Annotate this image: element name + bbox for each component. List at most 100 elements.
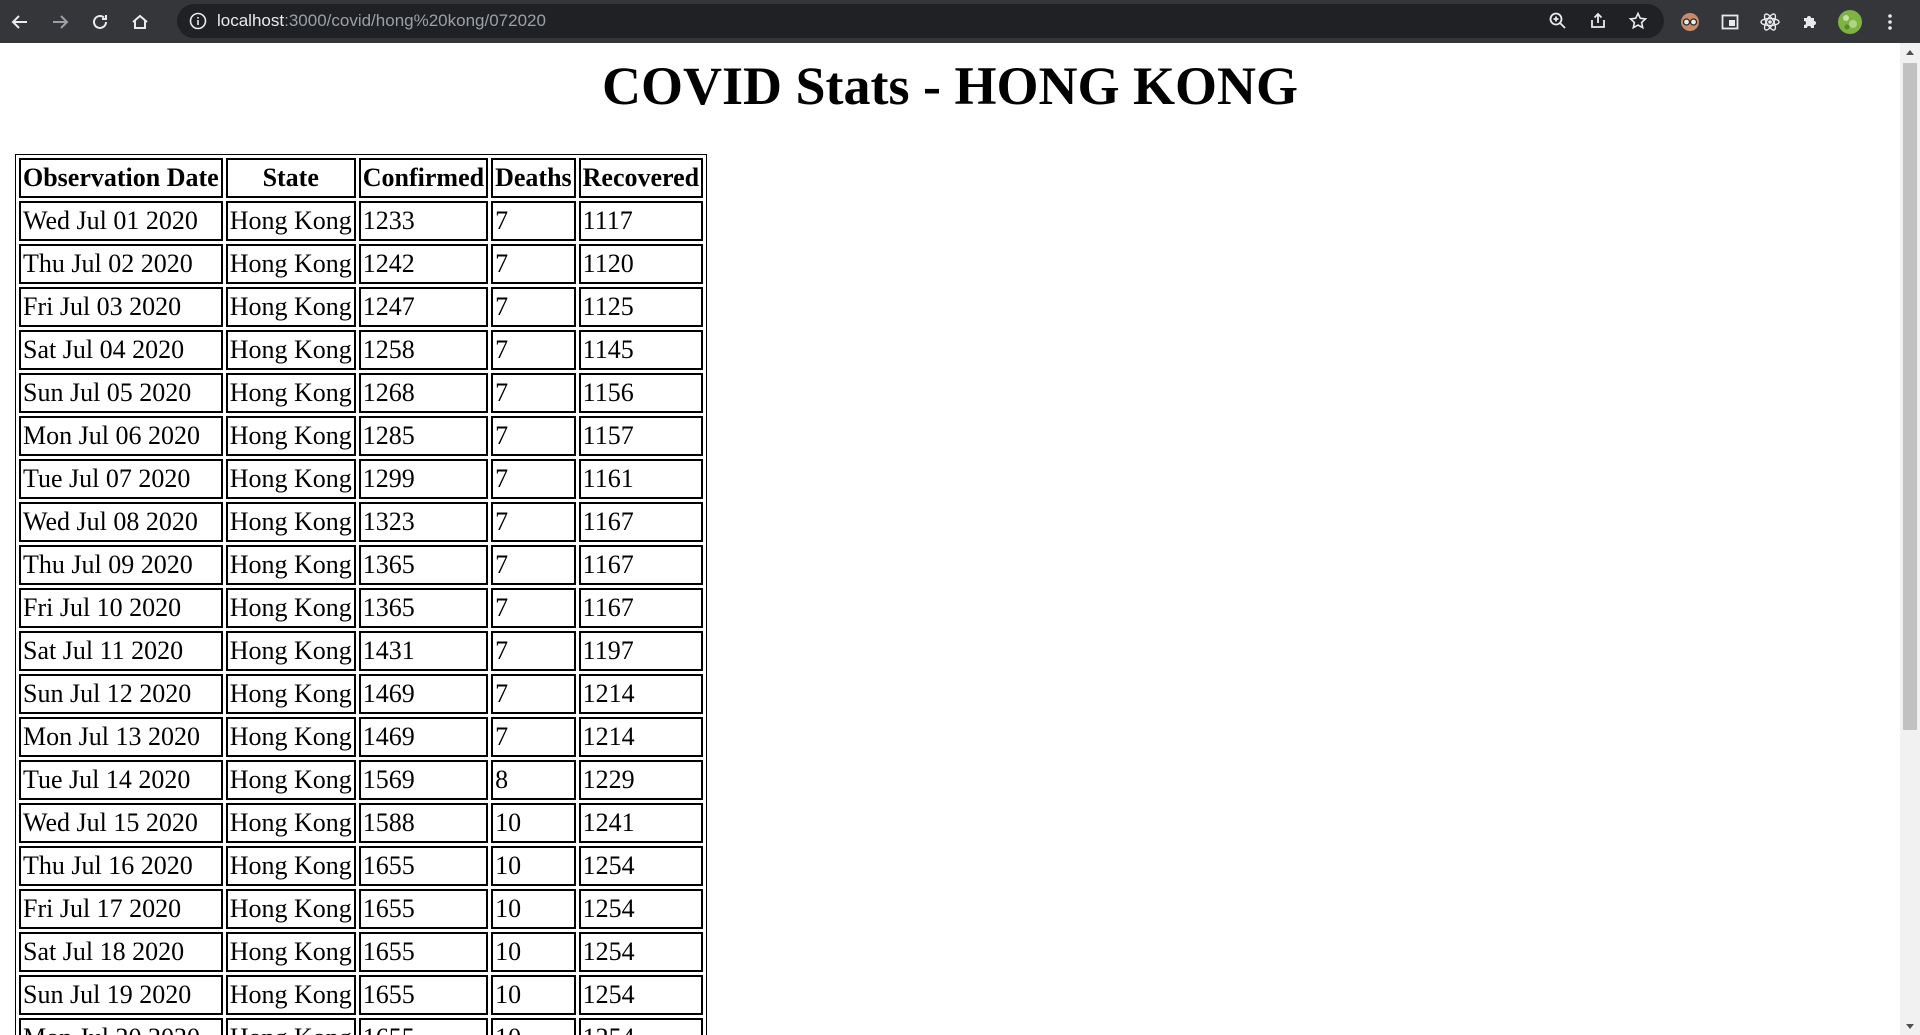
reload-icon bbox=[93, 14, 107, 29]
reload-button[interactable] bbox=[80, 2, 120, 42]
cell-confirmed: 1365 bbox=[358, 545, 489, 585]
table-row: Thu Jul 02 2020 Hong Kong 1242 7 1120 bbox=[19, 244, 704, 284]
cell-recovered: 1167 bbox=[578, 502, 704, 542]
cell-recovered: 1229 bbox=[578, 760, 704, 800]
address-bar-actions bbox=[1538, 4, 1658, 38]
avatar-icon bbox=[1838, 9, 1862, 34]
cell-deaths: 7 bbox=[491, 244, 576, 284]
table-row: Wed Jul 08 2020 Hong Kong 1323 7 1167 bbox=[19, 502, 704, 542]
covid-stats-table: Observation Date State Confirmed Deaths … bbox=[15, 154, 708, 1035]
arrow-left-icon bbox=[11, 14, 27, 29]
table-row: Fri Jul 03 2020 Hong Kong 1247 7 1125 bbox=[19, 287, 704, 327]
cell-observation-date: Wed Jul 01 2020 bbox=[19, 201, 223, 241]
header-observation-date: Observation Date bbox=[19, 158, 223, 198]
browser-menu-button[interactable] bbox=[1870, 2, 1910, 42]
cell-state: Hong Kong bbox=[225, 846, 356, 886]
cell-confirmed: 1469 bbox=[358, 674, 489, 714]
cell-deaths: 8 bbox=[491, 760, 576, 800]
cell-recovered: 1197 bbox=[578, 631, 704, 671]
home-icon bbox=[132, 14, 148, 29]
kebab-menu-icon bbox=[1888, 13, 1892, 30]
cell-recovered: 1241 bbox=[578, 803, 704, 843]
cell-state: Hong Kong bbox=[225, 502, 356, 542]
home-button[interactable] bbox=[120, 2, 160, 42]
cell-state: Hong Kong bbox=[225, 416, 356, 456]
table-row: Sun Jul 05 2020 Hong Kong 1268 7 1156 bbox=[19, 373, 704, 413]
table-row: Fri Jul 10 2020 Hong Kong 1365 7 1167 bbox=[19, 588, 704, 628]
bookmark-button[interactable] bbox=[1618, 4, 1658, 38]
glasses-icon bbox=[1681, 12, 1699, 31]
cell-confirmed: 1233 bbox=[358, 201, 489, 241]
share-button[interactable] bbox=[1578, 4, 1618, 38]
cell-observation-date: Sun Jul 19 2020 bbox=[19, 975, 223, 1015]
cell-deaths: 10 bbox=[491, 1018, 576, 1035]
share-icon bbox=[1591, 12, 1605, 28]
cell-recovered: 1254 bbox=[578, 846, 704, 886]
page-content: COVID Stats - HONG KONG Observation Date… bbox=[0, 43, 1900, 1035]
cell-confirmed: 1655 bbox=[358, 932, 489, 972]
cell-confirmed: 1258 bbox=[358, 330, 489, 370]
cell-deaths: 7 bbox=[491, 502, 576, 542]
cell-state: Hong Kong bbox=[225, 717, 356, 757]
cell-recovered: 1120 bbox=[578, 244, 704, 284]
cell-observation-date: Thu Jul 09 2020 bbox=[19, 545, 223, 585]
triangle-up-icon bbox=[1906, 49, 1914, 55]
cell-recovered: 1214 bbox=[578, 674, 704, 714]
url-text[interactable]: localhost:3000/covid/hong%20kong/072020 bbox=[217, 11, 546, 31]
extension-window-button[interactable] bbox=[1710, 2, 1750, 42]
header-recovered: Recovered bbox=[578, 158, 704, 198]
cell-confirmed: 1299 bbox=[358, 459, 489, 499]
extension-glasses-button[interactable] bbox=[1670, 2, 1710, 42]
profile-avatar[interactable] bbox=[1830, 2, 1870, 42]
cell-observation-date: Tue Jul 14 2020 bbox=[19, 760, 223, 800]
table-row: Sat Jul 18 2020 Hong Kong 1655 10 1254 bbox=[19, 932, 704, 972]
cell-observation-date: Sat Jul 18 2020 bbox=[19, 932, 223, 972]
cell-confirmed: 1469 bbox=[358, 717, 489, 757]
puzzle-piece-icon bbox=[1804, 15, 1816, 28]
table-row: Sun Jul 19 2020 Hong Kong 1655 10 1254 bbox=[19, 975, 704, 1015]
back-button[interactable] bbox=[0, 2, 40, 42]
zoom-icon bbox=[1549, 12, 1566, 29]
table-row: Tue Jul 14 2020 Hong Kong 1569 8 1229 bbox=[19, 760, 704, 800]
cell-state: Hong Kong bbox=[225, 1018, 356, 1035]
scroll-up-button[interactable] bbox=[1900, 43, 1920, 60]
extension-react-button[interactable] bbox=[1750, 2, 1790, 42]
cell-state: Hong Kong bbox=[225, 932, 356, 972]
cell-state: Hong Kong bbox=[225, 287, 356, 327]
cell-confirmed: 1323 bbox=[358, 502, 489, 542]
table-row: Fri Jul 17 2020 Hong Kong 1655 10 1254 bbox=[19, 889, 704, 929]
cell-observation-date: Mon Jul 20 2020 bbox=[19, 1018, 223, 1035]
page-scrollbar[interactable] bbox=[1900, 43, 1920, 1035]
cell-recovered: 1125 bbox=[578, 287, 704, 327]
browser-toolbar: localhost:3000/covid/hong%20kong/072020 bbox=[0, 0, 1920, 43]
forward-button[interactable] bbox=[40, 2, 80, 42]
cell-recovered: 1254 bbox=[578, 889, 704, 929]
cell-deaths: 7 bbox=[491, 373, 576, 413]
cell-state: Hong Kong bbox=[225, 459, 356, 499]
cell-recovered: 1254 bbox=[578, 932, 704, 972]
cell-recovered: 1145 bbox=[578, 330, 704, 370]
cell-confirmed: 1365 bbox=[358, 588, 489, 628]
extensions-menu-button[interactable] bbox=[1790, 2, 1830, 42]
cell-state: Hong Kong bbox=[225, 803, 356, 843]
scroll-thumb[interactable] bbox=[1903, 63, 1917, 730]
zoom-button[interactable] bbox=[1538, 4, 1578, 38]
table-row: Wed Jul 15 2020 Hong Kong 1588 10 1241 bbox=[19, 803, 704, 843]
scroll-down-button[interactable] bbox=[1900, 1018, 1920, 1035]
window-icon bbox=[1721, 14, 1739, 29]
info-icon[interactable] bbox=[187, 10, 209, 32]
cell-deaths: 7 bbox=[491, 330, 576, 370]
cell-state: Hong Kong bbox=[225, 975, 356, 1015]
cell-observation-date: Thu Jul 16 2020 bbox=[19, 846, 223, 886]
cell-confirmed: 1247 bbox=[358, 287, 489, 327]
cell-deaths: 7 bbox=[491, 201, 576, 241]
cell-state: Hong Kong bbox=[225, 244, 356, 284]
cell-deaths: 7 bbox=[491, 588, 576, 628]
address-bar[interactable]: localhost:3000/covid/hong%20kong/072020 bbox=[177, 4, 1664, 38]
cell-confirmed: 1285 bbox=[358, 416, 489, 456]
cell-confirmed: 1655 bbox=[358, 889, 489, 929]
header-state: State bbox=[225, 158, 356, 198]
cell-state: Hong Kong bbox=[225, 373, 356, 413]
header-deaths: Deaths bbox=[491, 158, 576, 198]
table-row: Tue Jul 07 2020 Hong Kong 1299 7 1161 bbox=[19, 459, 704, 499]
